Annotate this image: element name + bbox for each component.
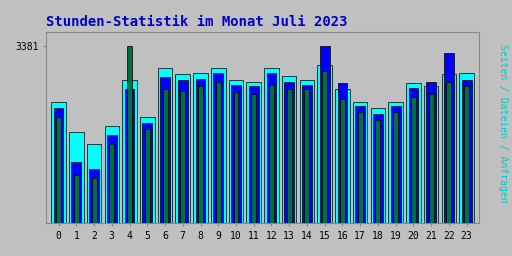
Bar bbox=[180, 91, 185, 256]
Bar bbox=[249, 86, 259, 256]
Bar bbox=[444, 53, 454, 256]
Bar bbox=[305, 89, 309, 256]
Bar bbox=[158, 68, 173, 256]
Bar bbox=[142, 123, 152, 256]
Bar bbox=[214, 73, 223, 256]
Bar bbox=[231, 85, 241, 256]
Bar bbox=[391, 106, 400, 256]
Bar bbox=[127, 47, 132, 256]
Bar bbox=[358, 112, 362, 256]
Text: Stunden-Statistik im Monat Juli 2023: Stunden-Statistik im Monat Juli 2023 bbox=[46, 15, 348, 29]
Bar bbox=[462, 80, 472, 256]
Bar bbox=[251, 94, 256, 256]
Bar bbox=[74, 175, 79, 256]
Bar bbox=[140, 117, 155, 256]
Bar bbox=[124, 89, 135, 256]
Text: Seiten / Dateien / Anfragen: Seiten / Dateien / Anfragen bbox=[498, 44, 508, 202]
Bar bbox=[104, 126, 119, 256]
Bar bbox=[178, 80, 187, 256]
Bar bbox=[89, 168, 99, 256]
Bar bbox=[233, 92, 239, 256]
Bar bbox=[229, 80, 243, 256]
Bar bbox=[409, 88, 418, 256]
Bar bbox=[56, 117, 61, 256]
Bar bbox=[145, 129, 150, 256]
Bar bbox=[340, 99, 345, 256]
Bar bbox=[282, 76, 296, 256]
Bar bbox=[92, 178, 97, 256]
Bar bbox=[198, 86, 203, 256]
Bar bbox=[335, 89, 350, 256]
Bar bbox=[267, 73, 276, 256]
Bar bbox=[54, 108, 63, 256]
Bar bbox=[375, 120, 380, 256]
Bar bbox=[122, 80, 137, 256]
Bar bbox=[269, 85, 274, 256]
Bar bbox=[426, 82, 436, 256]
Bar bbox=[371, 108, 385, 256]
Bar bbox=[353, 102, 368, 256]
Bar bbox=[216, 82, 221, 256]
Bar bbox=[160, 77, 170, 256]
Bar bbox=[317, 65, 332, 256]
Bar bbox=[464, 86, 469, 256]
Bar bbox=[107, 135, 117, 256]
Bar bbox=[302, 85, 312, 256]
Bar bbox=[51, 102, 66, 256]
Bar bbox=[264, 68, 279, 256]
Bar bbox=[284, 82, 294, 256]
Bar bbox=[109, 144, 114, 256]
Bar bbox=[287, 89, 292, 256]
Bar bbox=[196, 79, 205, 256]
Bar bbox=[176, 74, 190, 256]
Bar bbox=[411, 97, 416, 256]
Bar bbox=[69, 132, 83, 256]
Bar bbox=[373, 114, 383, 256]
Bar bbox=[337, 83, 347, 256]
Bar bbox=[246, 82, 261, 256]
Bar bbox=[322, 71, 327, 256]
Bar bbox=[424, 86, 438, 256]
Bar bbox=[393, 112, 398, 256]
Bar bbox=[320, 47, 330, 256]
Bar bbox=[211, 68, 225, 256]
Bar bbox=[87, 144, 101, 256]
Bar bbox=[193, 73, 208, 256]
Bar bbox=[300, 80, 314, 256]
Bar bbox=[459, 73, 474, 256]
Bar bbox=[162, 89, 167, 256]
Bar bbox=[442, 74, 456, 256]
Bar bbox=[71, 163, 81, 256]
Bar bbox=[406, 83, 421, 256]
Bar bbox=[355, 106, 365, 256]
Bar bbox=[429, 94, 434, 256]
Bar bbox=[446, 82, 452, 256]
Bar bbox=[389, 102, 403, 256]
